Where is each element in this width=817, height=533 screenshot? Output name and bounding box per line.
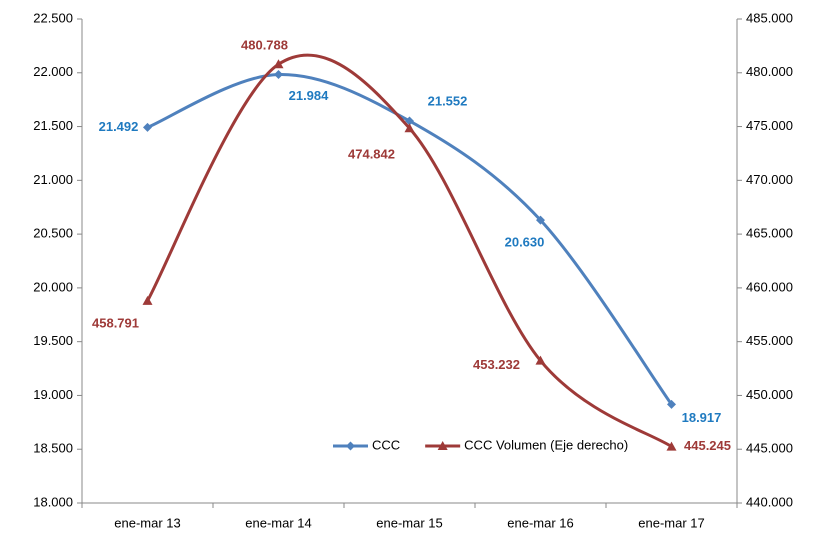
y2-tick-label: 455.000 [746,333,793,348]
data-label: 458.791 [92,315,139,330]
data-label: 20.630 [505,235,545,250]
data-point [273,59,284,69]
y-tick-label: 19.500 [33,333,73,348]
y-tick-label: 21.500 [33,118,73,133]
data-point [536,215,545,225]
x-tick-label: ene-mar 16 [507,515,573,530]
y-tick-label: 20.000 [33,279,73,294]
y2-tick-label: 480.000 [746,64,793,79]
y2-tick-label: 440.000 [746,494,793,509]
y2-tick-label: 470.000 [746,172,793,187]
legend-label: CCC [372,437,400,452]
data-label: 445.245 [684,438,731,453]
legend-marker [437,441,448,450]
x-tick-label: ene-mar 14 [245,515,311,530]
y-tick-label: 22.500 [33,10,73,25]
y-tick-label: 18.000 [33,494,73,509]
data-point [274,69,283,79]
y-tick-label: 20.500 [33,226,73,241]
data-point [143,122,152,132]
x-tick-label: ene-mar 17 [638,515,704,530]
y2-tick-label: 450.000 [746,387,793,402]
data-label: 21.492 [99,119,139,134]
data-label: 18.917 [682,410,722,425]
legend-marker [346,441,355,451]
y-tick-label: 22.000 [33,64,73,79]
y2-tick-label: 445.000 [746,441,793,456]
y-tick-label: 19.000 [33,387,73,402]
data-point [666,441,677,451]
data-label: 474.842 [348,147,395,162]
data-label: 21.984 [289,88,330,103]
y2-tick-label: 475.000 [746,118,793,133]
series-line [146,72,673,406]
y-tick-label: 18.500 [33,441,73,456]
data-label: 480.788 [241,38,288,53]
y2-tick-label: 465.000 [746,226,793,241]
data-point [667,399,676,409]
data-point [404,123,415,133]
data-point [405,116,414,126]
x-tick-label: ene-mar 13 [114,515,180,530]
y2-tick-label: 460.000 [746,279,793,294]
data-label: 453.232 [473,357,520,372]
data-point [142,295,153,305]
y2-tick-label: 485.000 [746,10,793,25]
data-label: 21.552 [428,93,468,108]
y-tick-label: 21.000 [33,172,73,187]
legend-label: CCC Volumen (Eje derecho) [464,437,628,452]
data-point [535,355,546,365]
x-tick-label: ene-mar 15 [376,515,442,530]
series-line [146,53,673,448]
